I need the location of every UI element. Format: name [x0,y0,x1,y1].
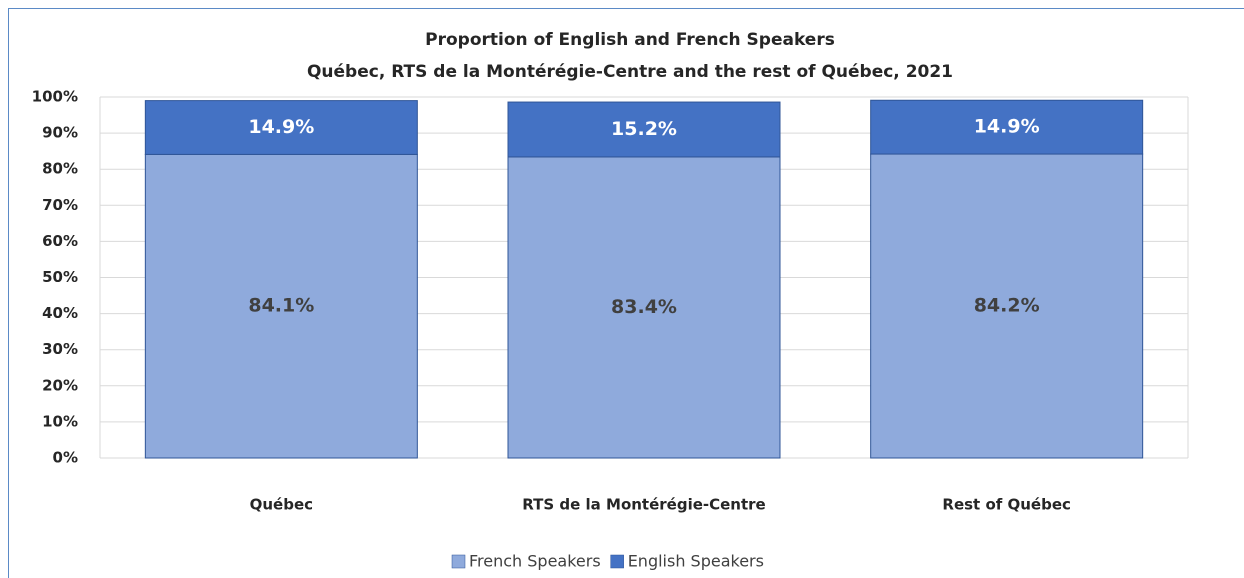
value-label: 14.9% [974,116,1040,138]
value-label: 14.9% [248,116,314,138]
value-label: 83.4% [611,296,677,318]
value-label: 84.2% [974,295,1040,317]
x-tick-label: RTS de la Montérégie-Centre [522,496,765,514]
bar-segment [870,153,1144,459]
bar-segment [870,99,1144,155]
bar-segment [144,153,418,459]
value-label: 84.1% [248,295,314,317]
legend-label: French Speakers [469,552,601,571]
y-tick-label: 20% [42,376,78,394]
chart-border [8,8,1244,578]
y-tick-label: 100% [32,88,78,106]
x-tick-label: Rest of Québec [942,496,1071,514]
chart-subtitle: Québec, RTS de la Montérégie-Centre and … [307,62,953,82]
bar-segment [144,100,418,155]
y-tick-label: 10% [42,412,78,430]
chart-title: Proportion of English and French Speaker… [425,30,835,50]
x-tick-label: Québec [250,496,313,514]
y-tick-label: 70% [42,196,78,214]
value-label: 15.2% [611,118,677,140]
bar-segment [507,101,781,158]
legend-swatch [610,554,624,569]
y-tick-label: 90% [42,124,78,142]
y-tick-label: 40% [42,304,78,322]
legend-swatch [451,554,466,569]
y-tick-label: 30% [42,340,78,358]
y-tick-label: 0% [53,449,78,467]
legend-label: English Speakers [628,552,764,571]
bar-segment [507,156,781,459]
y-tick-label: 60% [42,232,78,250]
y-tick-label: 50% [42,268,78,286]
y-tick-label: 80% [42,160,78,178]
